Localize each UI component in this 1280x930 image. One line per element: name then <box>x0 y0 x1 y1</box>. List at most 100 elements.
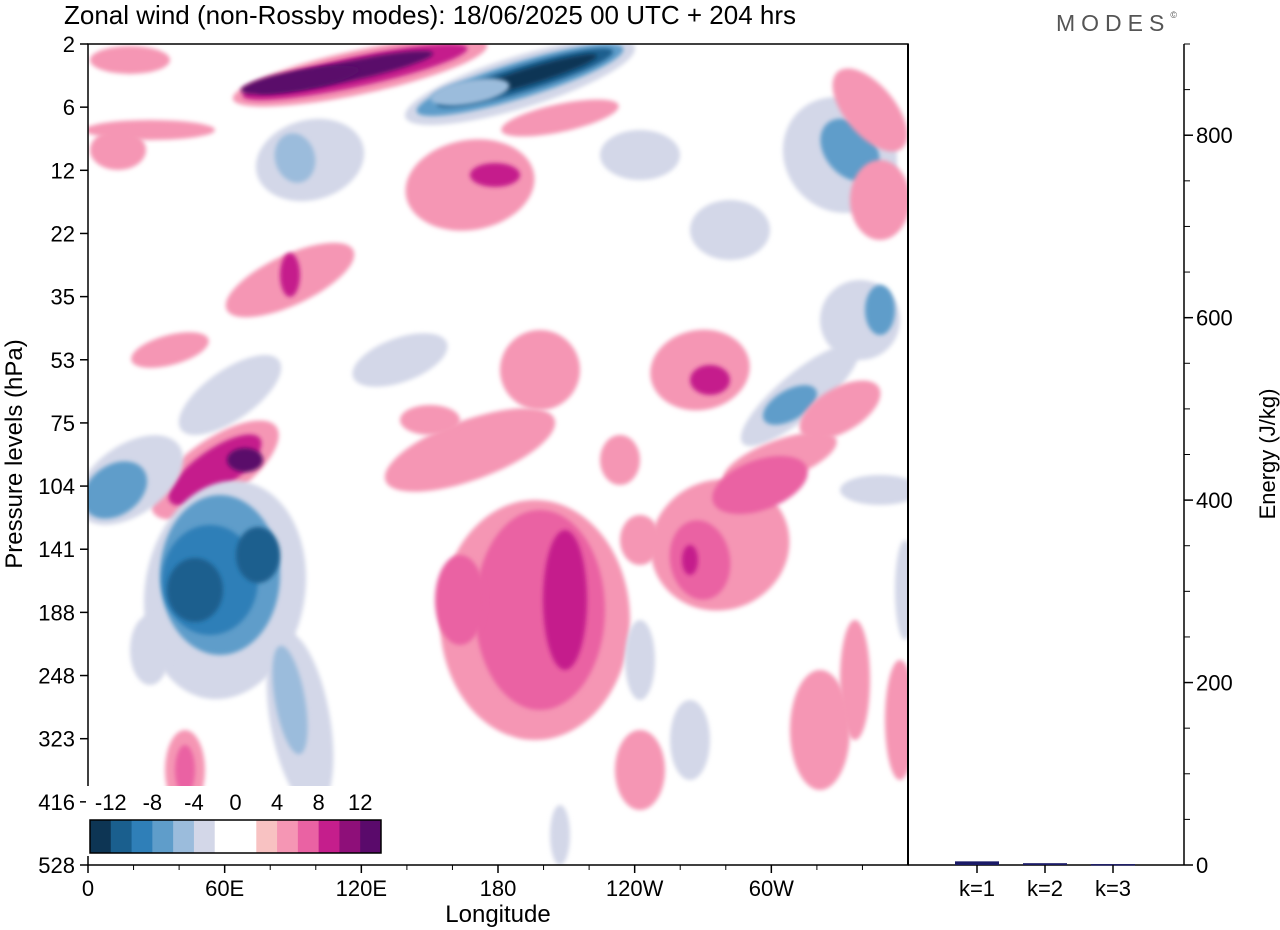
x-tick-label: 120W <box>606 876 664 901</box>
wind-contour-blob <box>885 660 908 780</box>
wind-contour-blob <box>832 68 908 152</box>
colorbar-label: -12 <box>95 790 127 815</box>
colorbar-swatch <box>152 820 174 853</box>
colorbar-label: 4 <box>271 790 283 815</box>
wind-contour-blob <box>272 645 308 755</box>
wind-contour-blob <box>690 200 770 260</box>
brand-name: MODES <box>1056 10 1171 36</box>
wind-contour-blob <box>131 332 209 368</box>
wind-contour-blob <box>90 130 146 170</box>
y-tick-label: 248 <box>38 664 75 689</box>
wind-contour-blob <box>280 253 300 297</box>
wind-contour-blob <box>682 545 698 575</box>
colorbar-swatch <box>214 820 236 853</box>
colorbar-swatch <box>110 820 133 853</box>
wind-contour-blob <box>895 540 908 640</box>
energy-tick-label: 0 <box>1196 853 1208 878</box>
wind-contour-blob <box>352 333 448 387</box>
energy-plot-area <box>908 44 1184 865</box>
y-tick-label: 6 <box>63 95 75 120</box>
colorbar-swatch <box>90 820 112 853</box>
energy-tick-label: 600 <box>1196 306 1233 331</box>
x-axis-label: Longitude <box>445 901 550 928</box>
colorbar-swatch <box>193 820 216 853</box>
y-tick-label: 416 <box>38 790 75 815</box>
wind-contour-blob <box>543 530 587 670</box>
wind-contour-blob <box>600 130 680 180</box>
wind-contour-blob <box>600 435 640 485</box>
colorbar-swatch <box>235 820 257 853</box>
wind-contour-blob <box>240 65 360 95</box>
colorbar-swatch <box>360 820 382 853</box>
x-tick-label: 60W <box>749 876 794 901</box>
wind-contour-blob <box>615 730 665 810</box>
colorbar-swatch <box>339 820 361 853</box>
wind-contour-blob <box>90 46 170 74</box>
x-tick-label: 180 <box>480 876 517 901</box>
y-axis-label: Pressure levels (hPa) <box>1 339 28 568</box>
y-tick-label: 12 <box>51 158 75 183</box>
page-title: Zonal wind (non-Rossby modes): 18/06/202… <box>64 0 796 30</box>
wind-contour-blob <box>625 620 655 700</box>
wind-contour-blob <box>175 745 195 795</box>
y-tick-label: 2 <box>63 32 75 57</box>
colorbar-label: -4 <box>184 790 204 815</box>
wind-contour-blob <box>850 160 908 240</box>
wind-contour-blob <box>405 139 535 231</box>
energy-tick-label: 400 <box>1196 488 1233 513</box>
colorbar-label: -8 <box>143 790 163 815</box>
energy-bar <box>955 861 999 865</box>
wind-contour-blob <box>712 455 808 515</box>
y-tick-label: 528 <box>38 853 75 878</box>
colorbar-label: 0 <box>229 790 241 815</box>
x-tick-label: 120E <box>336 876 387 901</box>
wind-contour-blob <box>88 461 148 519</box>
colorbar-swatch <box>173 820 195 853</box>
colorbar-label: 8 <box>313 790 325 815</box>
y-tick-label: 53 <box>51 348 75 373</box>
wind-contour-blob <box>690 365 730 395</box>
colorbar-swatch <box>277 820 299 853</box>
wind-contour-blob <box>790 670 850 790</box>
wind-contour-blob <box>384 408 556 492</box>
main-axes: 0 60E 120E 180 120W 60W 2 6 12 22 35 53 75 104 141 188 2… <box>38 32 863 901</box>
wind-contour-blob <box>670 700 710 780</box>
wind-contour-blob <box>400 405 460 435</box>
colorbar: -12 -8 -4 0 4 8 12 <box>86 786 388 856</box>
wind-contour-blob <box>470 163 520 187</box>
colorbar-label: 12 <box>348 790 372 815</box>
wind-contour-blob <box>178 354 282 436</box>
y-tick-label: 75 <box>51 411 75 436</box>
colorbar-swatch <box>318 820 340 853</box>
wind-contour-blob <box>430 78 510 106</box>
energy-tick-label: 200 <box>1196 671 1233 696</box>
colorbar-swatch <box>297 820 320 853</box>
y-tick-label: 35 <box>51 285 75 310</box>
y-tick-label: 323 <box>38 727 75 752</box>
wind-contour-blob <box>840 620 870 740</box>
wind-contour-blob <box>799 380 881 440</box>
wind-field <box>88 44 908 865</box>
energy-category-label: k=3 <box>1095 876 1131 901</box>
wind-contour-blob <box>840 475 908 505</box>
energy-axis-label: Energy (J/kg) <box>1255 389 1280 520</box>
energy-category-label: k=2 <box>1027 876 1063 901</box>
wind-contour-blob <box>865 285 895 335</box>
colorbar-swatch <box>131 820 153 853</box>
y-tick-label: 188 <box>38 600 75 625</box>
brand-logo: MODES© <box>1056 10 1177 37</box>
wind-contour-blob <box>130 615 170 685</box>
wind-contour-blob <box>762 385 818 425</box>
brand-copyright-mark: © <box>1170 10 1177 20</box>
energy-panel: 0 200 400 600 800 k=1 k=2 k=3 <box>907 43 1233 901</box>
x-tick-label: 60E <box>205 876 244 901</box>
y-tick-label: 141 <box>38 537 75 562</box>
wind-contour-blob <box>274 133 316 183</box>
wind-contour-blob <box>435 555 485 645</box>
wind-contour-blob <box>500 330 580 410</box>
x-tick-label: 0 <box>82 876 94 901</box>
y-tick-label: 22 <box>51 221 75 246</box>
energy-tick-label: 800 <box>1196 123 1233 148</box>
wind-contour-blob <box>550 805 570 865</box>
